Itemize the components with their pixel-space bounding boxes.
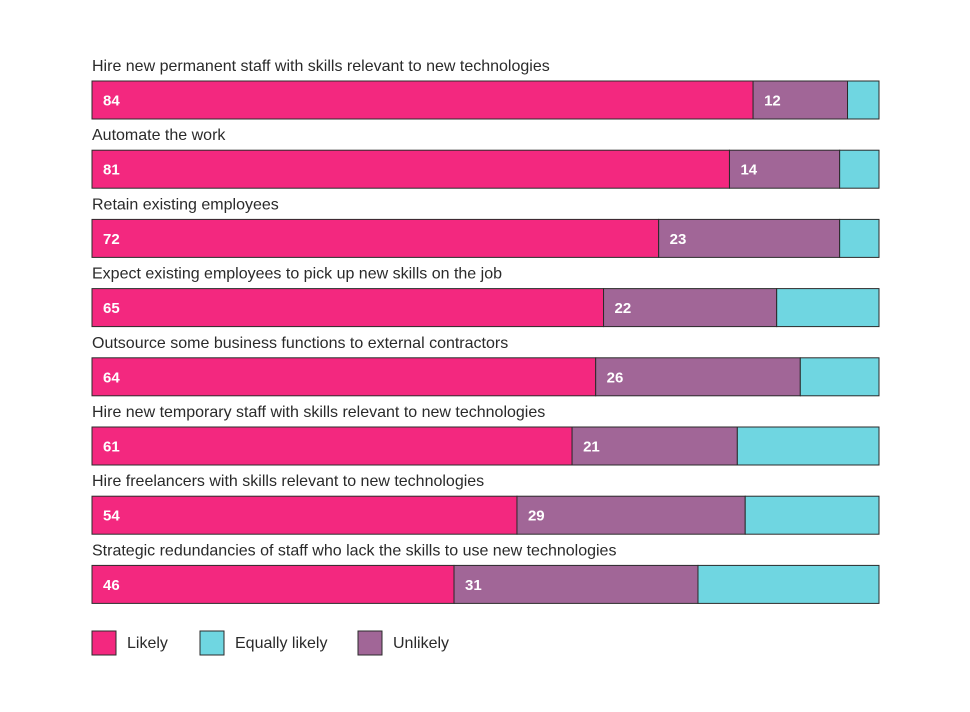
- data-label: 22: [615, 300, 632, 317]
- bar-segment-likely: [91, 80, 754, 120]
- bar-segment-unlikely: [728, 149, 841, 189]
- legend-label: Unlikely: [393, 635, 449, 652]
- bar-segment-unlikely: [752, 80, 849, 120]
- data-label: 14: [740, 162, 757, 179]
- data-label: 65: [103, 300, 120, 317]
- data-label: 21: [583, 439, 600, 456]
- data-label: 61: [103, 439, 120, 456]
- chart-row: Expect existing employees to pick up new…: [91, 266, 880, 328]
- bar-segment-likely: [91, 564, 455, 604]
- bar-segment-likely: [91, 357, 597, 397]
- bar-segment-equally-likely: [697, 564, 880, 604]
- legend-label: Likely: [127, 635, 168, 652]
- data-label: 72: [103, 231, 120, 248]
- chart-row: Hire new permanent staff with skills rel…: [91, 58, 880, 120]
- legend-label: Equally likely: [235, 635, 327, 652]
- bar-segment-likely: [91, 495, 518, 535]
- legend-item: Unlikely: [357, 630, 449, 656]
- bar-segment-equally-likely: [736, 426, 880, 466]
- category-label: Retain existing employees: [92, 196, 279, 213]
- legend-swatch: [357, 630, 383, 656]
- bar-segment-unlikely: [595, 357, 801, 397]
- category-label: Hire freelancers with skills relevant to…: [92, 473, 484, 490]
- chart-row: Hire freelancers with skills relevant to…: [91, 473, 880, 535]
- category-label: Outsource some business functions to ext…: [92, 335, 508, 352]
- data-label: 84: [103, 93, 120, 110]
- data-label: 81: [103, 162, 120, 179]
- data-label: 31: [465, 577, 482, 594]
- chart-row: Hire new temporary staff with skills rel…: [91, 404, 880, 466]
- bar-segment-equally-likely: [839, 149, 880, 189]
- chart-row: Automate the work 81 14: [91, 127, 880, 189]
- data-label: 29: [528, 508, 545, 525]
- category-label: Hire new permanent staff with skills rel…: [92, 58, 550, 75]
- legend-item: Equally likely: [199, 630, 327, 656]
- legend-swatch: [199, 630, 225, 656]
- chart-row: Retain existing employees 72 23: [91, 196, 880, 258]
- category-label: Hire new temporary staff with skills rel…: [92, 404, 545, 421]
- category-label: Strategic redundancies of staff who lack…: [92, 542, 616, 559]
- bar-segment-unlikely: [453, 564, 699, 604]
- bar-segment-unlikely: [516, 495, 746, 535]
- chart-row: Strategic redundancies of staff who lack…: [91, 542, 880, 604]
- bar-segment-unlikely: [571, 426, 738, 466]
- bar-segment-unlikely: [658, 218, 841, 258]
- bar-segment-likely: [91, 426, 573, 466]
- chart-row: Outsource some business functions to ext…: [91, 335, 880, 397]
- legend: Likely Equally likely Unlikely: [91, 630, 449, 656]
- bar-segment-equally-likely: [744, 495, 880, 535]
- bar-segment-likely: [91, 149, 730, 189]
- bar-segment-equally-likely: [847, 80, 880, 120]
- data-label: 46: [103, 577, 120, 594]
- bar-segment-equally-likely: [799, 357, 880, 397]
- data-label: 23: [670, 231, 687, 248]
- data-label: 12: [764, 93, 781, 110]
- data-label: 64: [103, 369, 120, 386]
- legend-swatch: [91, 630, 117, 656]
- category-label: Expect existing employees to pick up new…: [92, 266, 502, 283]
- bar-segment-unlikely: [603, 288, 778, 328]
- bar-segment-equally-likely: [776, 288, 880, 328]
- legend-item: Likely: [91, 630, 168, 656]
- data-label: 26: [607, 369, 624, 386]
- category-label: Automate the work: [92, 127, 226, 144]
- data-label: 54: [103, 508, 120, 525]
- bar-segment-likely: [91, 288, 605, 328]
- bar-segment-likely: [91, 218, 660, 258]
- bar-segment-equally-likely: [839, 218, 880, 258]
